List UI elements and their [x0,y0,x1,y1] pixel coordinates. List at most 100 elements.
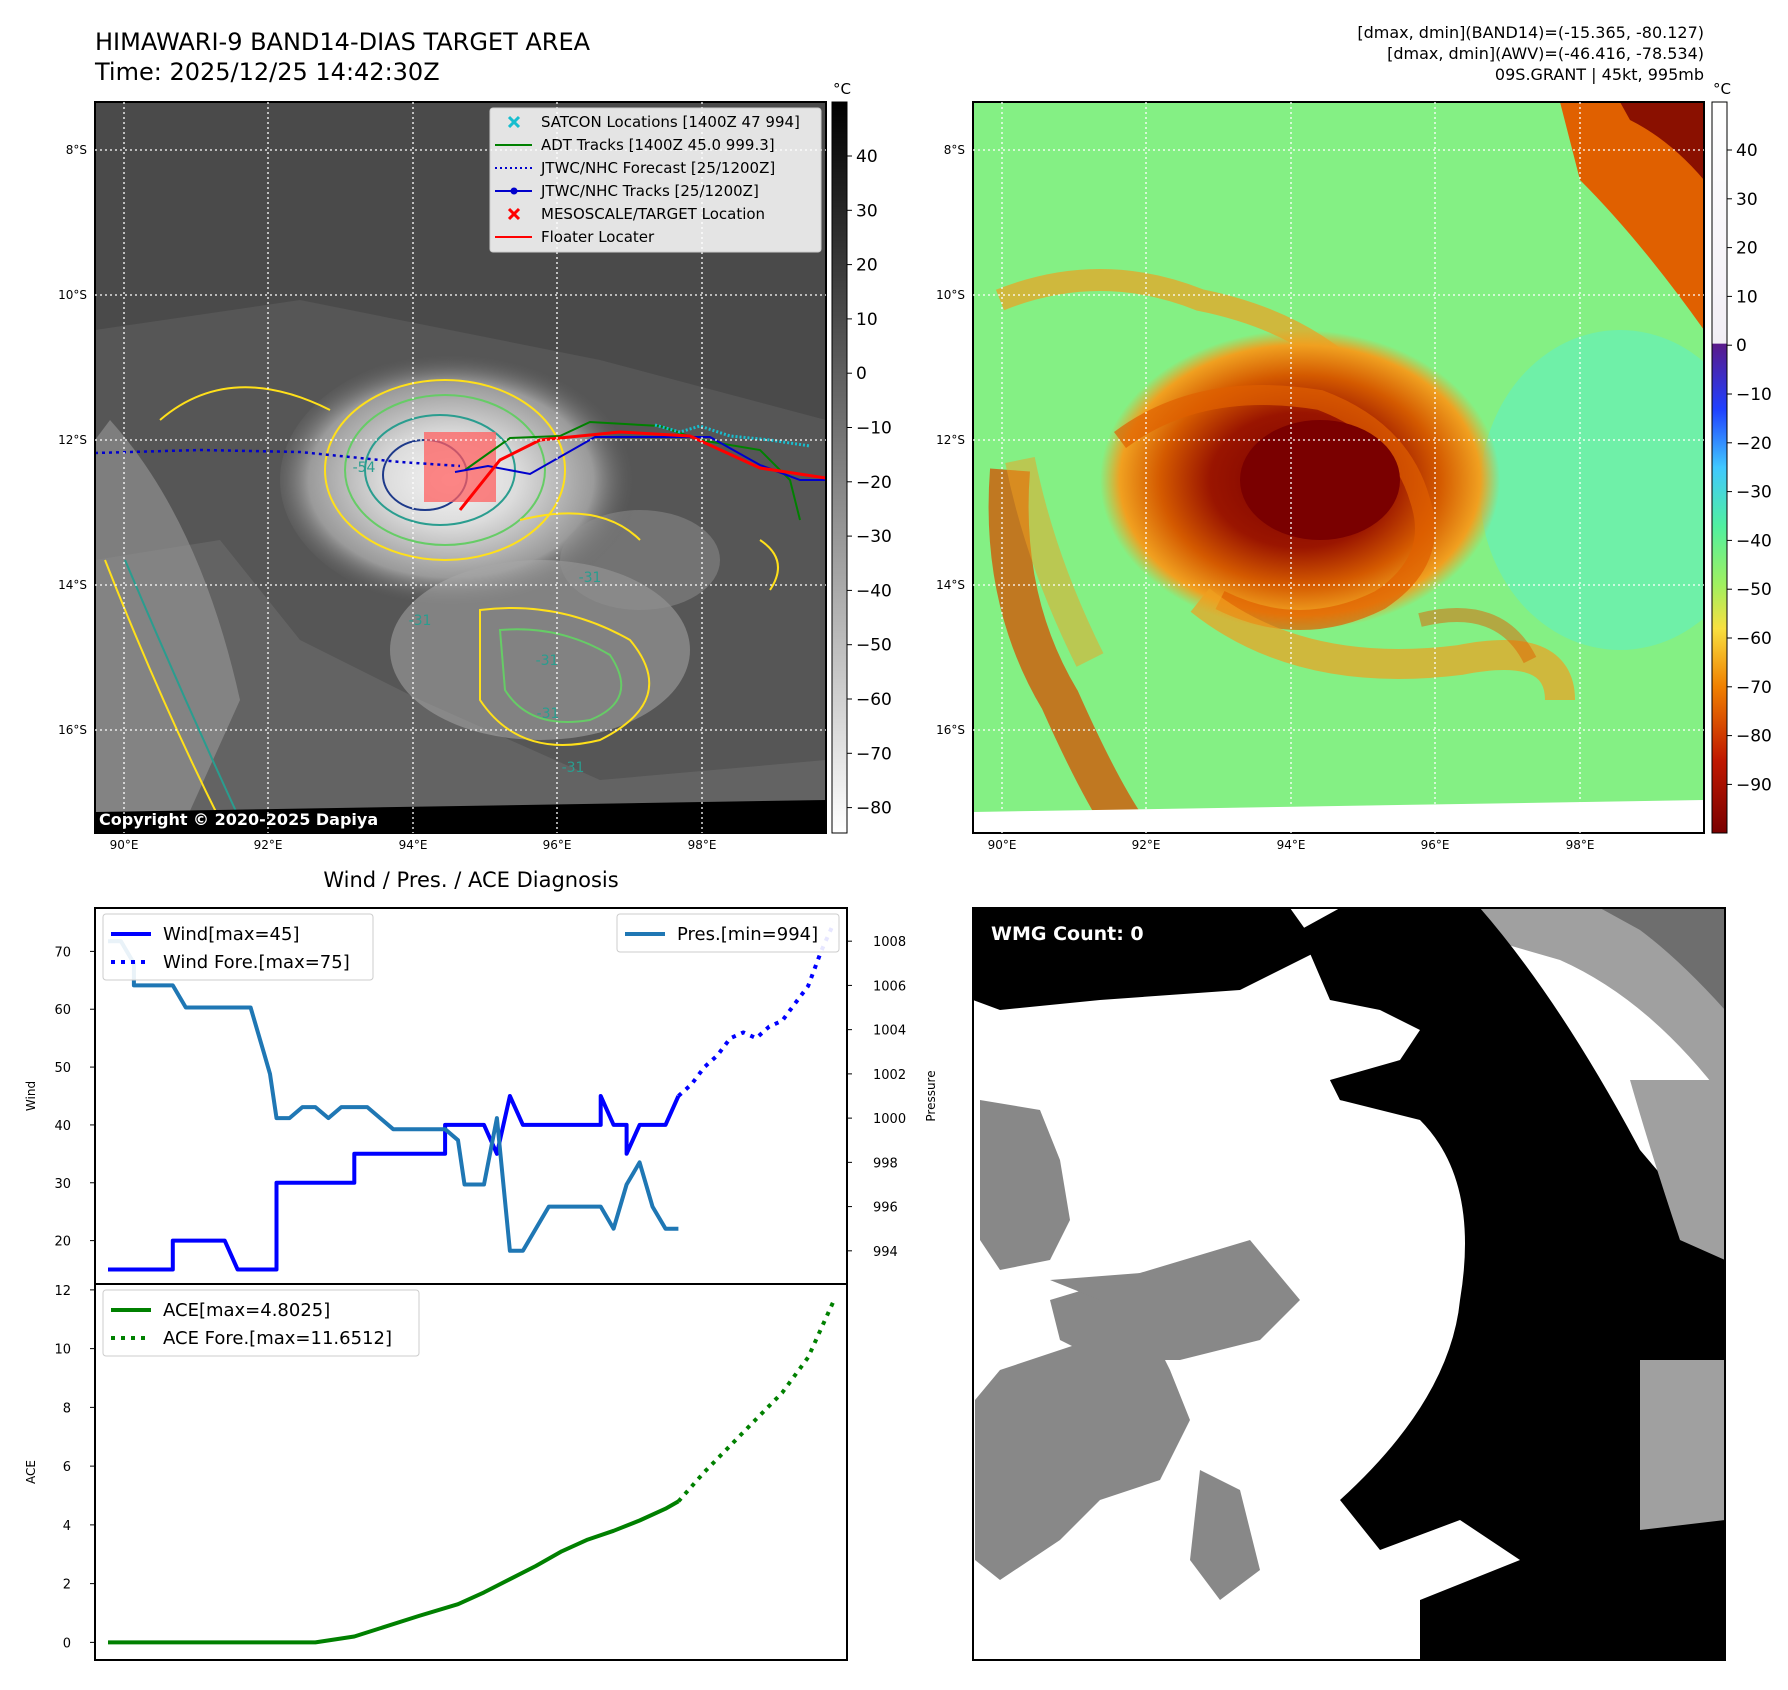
legend-entry: MESOSCALE/TARGET Location [541,205,765,223]
legend-marker [510,187,518,195]
y-tick-label: 12 [54,1284,71,1299]
lat-tick-label: 14°S [936,578,965,592]
y2-tick-label: 994 [873,1245,898,1260]
colorbar-tick-label: −50 [1736,580,1772,600]
legend-entry: Pres.[min=994] [677,924,818,945]
colorbar-tick-label: −80 [856,799,892,819]
y2-tick-label: 1004 [873,1024,906,1039]
wmg-panel: WMG Count: 0 [972,907,1726,1661]
ir-map-legend: SATCON Locations [1400Z 47 994] ADT Track… [489,107,822,253]
colorbar-tick-label: −70 [856,744,892,764]
colorbar-tick-label: −40 [856,581,892,601]
x-icon [507,207,521,221]
y-tick-label: 20 [54,1235,71,1250]
ir-map-axis-labels: 90°E 92°E 94°E 96°E 98°E 8°S 10°S 12°S 14°S 16°S [58,143,716,852]
figure-time: Time: 2025/12/25 14:42:30Z [94,58,440,86]
lat-tick-label: 12°S [58,433,87,447]
colorbar-tick-label: −20 [856,473,892,493]
ace-axis-label: ACE [24,1460,38,1484]
lon-tick-label: 94°E [1277,838,1306,852]
lon-tick-label: 90°E [110,838,139,852]
colorbar-tick-label: 20 [1736,239,1758,259]
legend-marker [507,115,521,129]
ir-colorbar-unit: °C [833,80,851,98]
legend-entry: Wind[max=45] [163,924,300,945]
colorbar-tick-label: 10 [1736,287,1758,307]
stats-awv: [dmax, dmin](AWV)=(-46.416, -78.534) [1387,44,1704,63]
legend-entry: SATCON Locations [1400Z 47 994] [541,113,800,131]
diagnosis-title: Wind / Pres. / ACE Diagnosis [323,868,618,892]
lat-tick-label: 16°S [58,723,87,737]
pressure-axis-label: Pressure [924,1070,938,1121]
contour-label: -31 [536,653,559,669]
y-tick-label: 30 [54,1177,71,1192]
wmg-count-label: WMG Count: 0 [991,923,1144,945]
lat-tick-label: 14°S [58,578,87,592]
wind-pressure-chart: 20 30 40 50 60 70 994 996 998 1000 1002 1004 1006 100… [24,907,938,1285]
lat-tick-label: 10°S [936,288,965,302]
colorbar-tick-label: −20 [1736,434,1772,454]
y2-tick-label: 996 [873,1201,898,1216]
series-line [108,1094,681,1272]
y-tick-label: 50 [54,1061,71,1076]
y2-tick-label: 1006 [873,979,906,994]
y-tick-label: 40 [54,1119,71,1134]
colorbar-tick-label: 30 [856,201,878,221]
legend-marker [507,207,521,221]
y-tick-label: 6 [63,1460,71,1475]
legend-entry: JTWC/NHC Tracks [25/1200Z] [540,182,759,200]
legend-entry: Floater Locater [541,228,655,246]
lon-tick-label: 90°E [988,838,1017,852]
band14-colorbar-unit: °C [1713,80,1731,98]
colorbar-tick-label: −30 [1736,483,1772,503]
legend-entry: JTWC/NHC Forecast [25/1200Z] [540,159,775,177]
lat-tick-label: 10°S [58,288,87,302]
lat-tick-label: 8°S [66,143,87,157]
colorbar-tick-label: 40 [1736,141,1758,161]
colorbar-tick-label: 30 [1736,190,1758,210]
stats-storm: 09S.GRANT | 45kt, 995mb [1495,65,1704,84]
colorbar-tick-label: −10 [1736,385,1772,405]
contour-label: -31 [562,760,585,776]
lon-tick-label: 98°E [688,838,717,852]
lon-tick-label: 92°E [1132,838,1161,852]
band14-map-axis-labels: 90°E 92°E 94°E 96°E 98°E 8°S 10°S 12°S 14°S 16°S [936,143,1594,852]
legend-box [102,913,374,981]
colorbar-tick-label: −30 [856,527,892,547]
cross-icon [507,115,521,129]
series-line [677,921,836,1098]
y2-tick-label: 1000 [873,1112,906,1127]
ace-chart: 0 2 4 6 8 10 12 ACE[max=4.8025] ACE Fore.[max=11… [24,1283,848,1661]
colorbar-tick-label: 40 [856,147,878,167]
band14-colorbar: °C 40 30 20 10 0 −10 −20 −30 −40 −50 −60 −70 −80 −90 [1711,80,1772,834]
legend-box [616,913,840,953]
band14-enhanced-map [972,101,1705,834]
colorbar-tick-label: −90 [1736,775,1772,795]
lon-tick-label: 96°E [543,838,572,852]
series-line [108,1499,680,1645]
wind-axis-label: Wind [24,1081,38,1111]
colorbar-tick-label: −10 [856,419,892,439]
ir-colorbar: °C 40 30 20 10 0 −10 −20 −30 −40 −50 −60 −70 −80 [831,80,892,834]
legend-box [102,1289,420,1357]
colorbar-tick-label: −60 [856,690,892,710]
y-tick-label: 60 [54,1003,71,1018]
ir-map-contour-labels: -54 -31 -31 -31 -31 -31 [353,460,602,776]
y2-tick-label: 998 [873,1156,898,1171]
colorbar-tick-label: −60 [1736,629,1772,649]
y-tick-label: 4 [63,1519,71,1534]
line-dot-icon [495,187,532,195]
colorbar-tick-label: 10 [856,310,878,330]
y2-tick-label: 1002 [873,1068,906,1083]
colorbar-tick-label: 0 [856,364,867,384]
y-tick-label: 2 [63,1578,71,1593]
ir-map-gridlines [95,102,826,833]
y-tick-label: 70 [54,945,71,960]
y-tick-label: 10 [54,1343,71,1358]
colorbar-tick-label: −70 [1736,678,1772,698]
colorbar-tick-label: 20 [856,256,878,276]
contour-label: -31 [537,706,560,722]
y-tick-label: 8 [63,1401,71,1416]
band14-map-gridlines [973,102,1704,833]
contour-label: -31 [579,570,602,586]
